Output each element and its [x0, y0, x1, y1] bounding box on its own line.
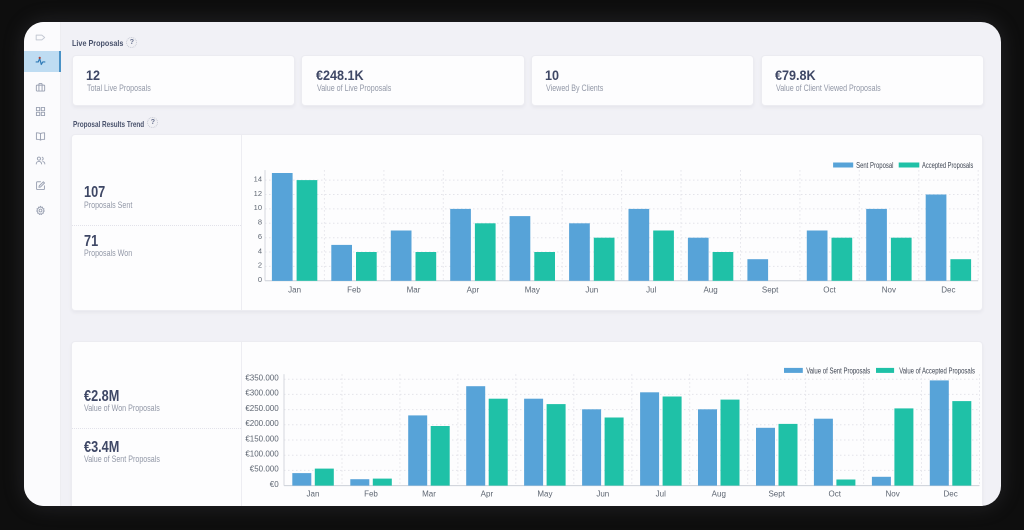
svg-text:€100.000: €100.000	[245, 449, 279, 458]
svg-text:May: May	[537, 489, 552, 498]
svg-text:Value of Accepted Proposals: Value of Accepted Proposals	[899, 366, 975, 375]
svg-text:€300.000: €300.000	[245, 388, 279, 397]
svg-text:Mar: Mar	[422, 489, 436, 498]
svg-text:Value of Sent Proposals: Value of Sent Proposals	[806, 366, 870, 375]
svg-text:Dec: Dec	[941, 285, 955, 294]
svg-text:May: May	[525, 285, 540, 294]
svg-text:Sent Proposal: Sent Proposal	[856, 161, 894, 170]
svg-text:4: 4	[258, 246, 262, 255]
svg-text:Jul: Jul	[655, 489, 665, 498]
svg-text:10: 10	[253, 203, 261, 212]
svg-text:€350.000: €350.000	[245, 373, 279, 382]
svg-text:Feb: Feb	[347, 285, 361, 294]
svg-text:Jan: Jan	[288, 285, 301, 294]
svg-text:€200.000: €200.000	[245, 419, 279, 428]
svg-text:Oct: Oct	[828, 489, 841, 498]
svg-text:Aug: Aug	[711, 489, 725, 498]
svg-text:Mar: Mar	[406, 285, 420, 294]
svg-text:Apr: Apr	[480, 489, 493, 498]
svg-text:2: 2	[258, 260, 262, 269]
svg-text:Feb: Feb	[364, 489, 378, 498]
svg-text:Sept: Sept	[768, 489, 785, 498]
svg-text:€50.000: €50.000	[250, 464, 279, 473]
svg-text:Jan: Jan	[306, 489, 319, 498]
svg-text:Sept: Sept	[762, 285, 779, 294]
svg-text:Nov: Nov	[885, 489, 899, 498]
svg-text:14: 14	[253, 174, 261, 183]
svg-text:€0: €0	[270, 479, 279, 488]
svg-text:Oct: Oct	[823, 285, 836, 294]
svg-text:€150.000: €150.000	[245, 434, 279, 443]
svg-text:Jun: Jun	[596, 489, 609, 498]
svg-text:Jun: Jun	[585, 285, 598, 294]
svg-text:8: 8	[258, 217, 262, 226]
svg-text:Dec: Dec	[943, 489, 957, 498]
svg-text:12: 12	[253, 188, 261, 197]
svg-text:Jul: Jul	[646, 285, 656, 294]
svg-text:Apr: Apr	[466, 285, 479, 294]
svg-text:Aug: Aug	[703, 285, 717, 294]
svg-text:Nov: Nov	[882, 285, 896, 294]
svg-text:0: 0	[258, 275, 262, 284]
svg-text:6: 6	[258, 232, 262, 241]
svg-text:€250.000: €250.000	[245, 403, 279, 412]
svg-text:Accepted Proposals: Accepted Proposals	[922, 161, 973, 170]
